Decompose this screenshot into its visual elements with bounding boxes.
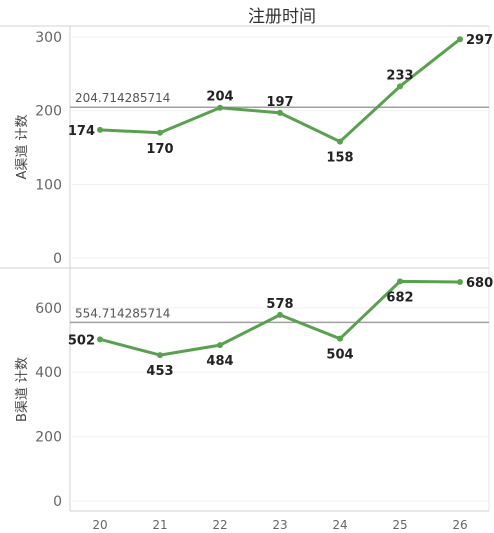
chart-panels: 0 100 200 300 A渠道 计数 204.714285714 174 170 204 19…: [0, 25, 493, 511]
data-point[interactable]: [337, 138, 343, 145]
panel-2: 0 200 400 600 B渠道 计数 554.714285714 502 453 484 57…: [0, 267, 493, 511]
data-label: 174: [68, 124, 95, 139]
x-tick-label: 26: [452, 518, 467, 532]
data-point[interactable]: [157, 352, 163, 359]
data-label: 197: [266, 95, 293, 110]
x-tick-label: 23: [272, 518, 287, 532]
data-point[interactable]: [277, 311, 283, 318]
x-axis: 20 21 22 23 24 25 26: [70, 510, 489, 532]
y-tick-label: 600: [35, 301, 62, 317]
y-tick-label: 100: [35, 177, 62, 193]
data-label: 233: [386, 68, 413, 83]
data-label: 682: [386, 290, 413, 305]
y-tick-label: 300: [35, 30, 62, 46]
x-tick-label: 24: [332, 518, 347, 532]
reference-line-label: 554.714285714: [75, 306, 170, 320]
x-tick-label: 21: [152, 518, 167, 532]
data-point[interactable]: [217, 342, 223, 349]
y-tick-label: 200: [35, 104, 62, 120]
y-tick-label: 200: [35, 430, 62, 446]
data-point[interactable]: [97, 336, 103, 343]
data-point[interactable]: [457, 36, 463, 43]
data-point[interactable]: [337, 335, 343, 342]
data-label: 578: [266, 297, 293, 312]
data-point[interactable]: [397, 83, 403, 90]
x-tick-label: 25: [392, 518, 407, 532]
data-point[interactable]: [97, 126, 103, 133]
data-label: 680: [466, 276, 493, 291]
data-point[interactable]: [397, 278, 403, 285]
data-label: 504: [326, 348, 353, 363]
y-axis-label: A渠道 计数: [15, 114, 30, 179]
data-point[interactable]: [277, 109, 283, 116]
x-tick-label: 20: [92, 518, 107, 532]
data-label: 453: [146, 364, 173, 379]
y-tick-label: 0: [53, 494, 62, 510]
chart-title: 注册时间: [248, 7, 316, 27]
data-label: 204: [206, 90, 233, 105]
data-label: 502: [68, 333, 95, 348]
data-point[interactable]: [457, 279, 463, 285]
data-label: 158: [326, 151, 353, 166]
y-tick-label: 0: [53, 251, 62, 267]
data-point[interactable]: [157, 129, 163, 136]
y-tick-label: 400: [35, 365, 62, 381]
data-label: 484: [206, 354, 233, 369]
x-tick-label: 22: [212, 518, 227, 532]
data-label: 297: [466, 33, 493, 48]
reference-line-label: 204.714285714: [75, 91, 170, 105]
y-axis-label: B渠道 计数: [15, 357, 30, 422]
data-label: 170: [146, 142, 173, 157]
data-point[interactable]: [217, 104, 223, 111]
panel-1: 0 100 200 300 A渠道 计数 204.714285714 174 170 204 19…: [0, 25, 493, 268]
